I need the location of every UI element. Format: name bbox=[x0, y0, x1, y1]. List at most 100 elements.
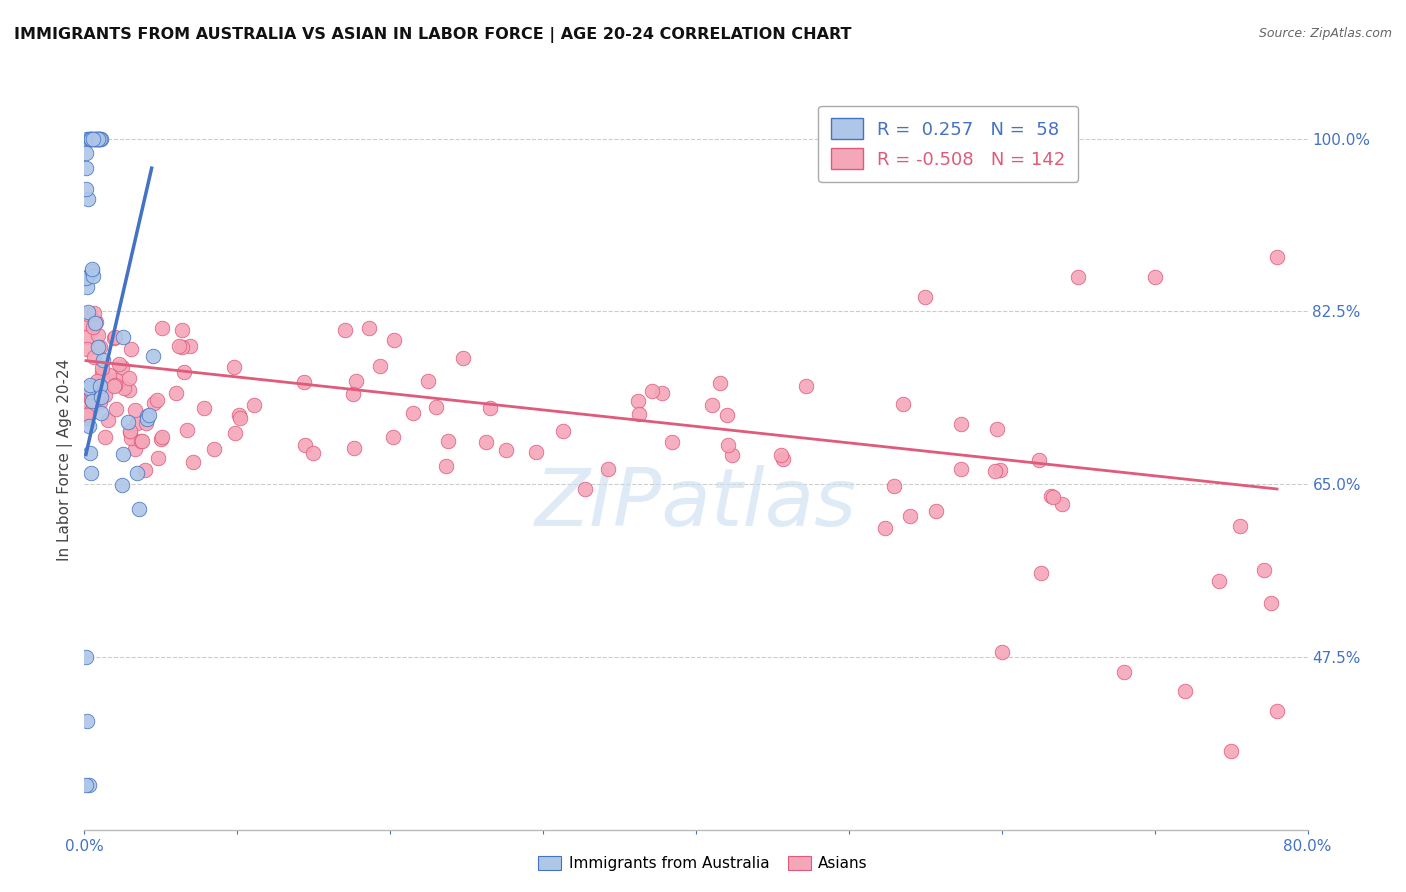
Point bbox=[243, 398, 266, 412]
Point bbox=[89, 394, 111, 409]
Point bbox=[135, 416, 157, 430]
Point bbox=[93, 388, 115, 402]
Text: ZIPatlas: ZIPatlas bbox=[534, 465, 858, 543]
Point bbox=[84, 314, 107, 328]
Point bbox=[87, 341, 110, 355]
Point bbox=[891, 396, 914, 410]
Point bbox=[1229, 518, 1251, 533]
Point bbox=[125, 417, 148, 431]
Point bbox=[627, 394, 650, 409]
Point bbox=[76, 714, 98, 728]
Point bbox=[368, 359, 391, 373]
Y-axis label: In Labor Force | Age 20-24: In Labor Force | Age 20-24 bbox=[58, 359, 73, 560]
Point bbox=[173, 365, 195, 379]
Point bbox=[89, 378, 111, 392]
Point bbox=[89, 131, 111, 145]
Point bbox=[402, 406, 425, 420]
Point bbox=[90, 366, 112, 380]
Point bbox=[79, 131, 101, 145]
Point bbox=[574, 482, 596, 496]
Point bbox=[76, 392, 98, 407]
Point bbox=[628, 407, 651, 421]
Point bbox=[142, 349, 165, 363]
Point bbox=[82, 400, 104, 414]
Point bbox=[702, 398, 724, 412]
Point bbox=[120, 425, 142, 439]
Text: IMMIGRANTS FROM AUSTRALIA VS ASIAN IN LABOR FORCE | AGE 20-24 CORRELATION CHART: IMMIGRANTS FROM AUSTRALIA VS ASIAN IN LA… bbox=[14, 27, 852, 43]
Point bbox=[76, 409, 98, 423]
Point bbox=[94, 429, 117, 443]
Point bbox=[135, 409, 157, 423]
Point bbox=[90, 131, 112, 145]
Point bbox=[294, 438, 316, 452]
Point bbox=[991, 645, 1014, 659]
Legend: R =  0.257   N =  58, R = -0.508   N = 142: R = 0.257 N = 58, R = -0.508 N = 142 bbox=[818, 105, 1078, 182]
Point bbox=[104, 373, 127, 387]
Point bbox=[883, 479, 905, 493]
Point bbox=[641, 384, 664, 398]
Point bbox=[343, 441, 366, 455]
Point bbox=[77, 778, 100, 792]
Point bbox=[103, 331, 125, 345]
Point bbox=[86, 327, 108, 342]
Point bbox=[986, 422, 1008, 436]
Point bbox=[76, 280, 98, 294]
Point bbox=[131, 434, 153, 449]
Point bbox=[89, 340, 111, 354]
Point bbox=[80, 393, 103, 408]
Point bbox=[193, 401, 215, 415]
Point bbox=[136, 412, 159, 426]
Point bbox=[80, 131, 103, 145]
Point bbox=[87, 131, 110, 145]
Point bbox=[229, 411, 252, 425]
Point bbox=[434, 459, 457, 474]
Point bbox=[77, 192, 100, 206]
Point bbox=[451, 351, 474, 366]
Point bbox=[172, 340, 194, 354]
Point bbox=[598, 462, 620, 476]
Point bbox=[76, 131, 98, 145]
Point bbox=[134, 463, 156, 477]
Point bbox=[75, 649, 97, 664]
Point bbox=[104, 377, 127, 392]
Point bbox=[84, 131, 107, 145]
Point bbox=[359, 321, 381, 335]
Point bbox=[83, 384, 105, 399]
Point bbox=[111, 359, 134, 374]
Point bbox=[202, 442, 225, 456]
Point bbox=[82, 131, 104, 145]
Point bbox=[118, 370, 141, 384]
Point bbox=[124, 403, 146, 417]
Point bbox=[1042, 490, 1064, 504]
Point bbox=[651, 386, 673, 401]
Point bbox=[1208, 574, 1230, 589]
Point bbox=[228, 409, 250, 423]
Point bbox=[524, 444, 547, 458]
Point bbox=[418, 374, 440, 388]
Point bbox=[80, 385, 103, 400]
Point bbox=[90, 361, 112, 376]
Point bbox=[98, 368, 121, 382]
Point bbox=[176, 423, 198, 437]
Point bbox=[381, 430, 404, 444]
Point bbox=[898, 509, 921, 524]
Point bbox=[138, 408, 160, 422]
Point bbox=[342, 386, 364, 401]
Point bbox=[76, 411, 98, 425]
Point bbox=[111, 478, 134, 492]
Point bbox=[475, 434, 498, 449]
Point bbox=[76, 342, 98, 356]
Point bbox=[93, 352, 115, 367]
Point bbox=[120, 424, 142, 438]
Point bbox=[1265, 704, 1288, 718]
Point bbox=[80, 466, 103, 480]
Point bbox=[112, 381, 135, 395]
Point bbox=[117, 415, 139, 429]
Point bbox=[551, 424, 574, 438]
Legend: Immigrants from Australia, Asians: Immigrants from Australia, Asians bbox=[531, 850, 875, 877]
Point bbox=[1260, 596, 1282, 610]
Point bbox=[76, 318, 98, 332]
Point bbox=[86, 374, 108, 388]
Point bbox=[79, 446, 101, 460]
Point bbox=[75, 161, 97, 176]
